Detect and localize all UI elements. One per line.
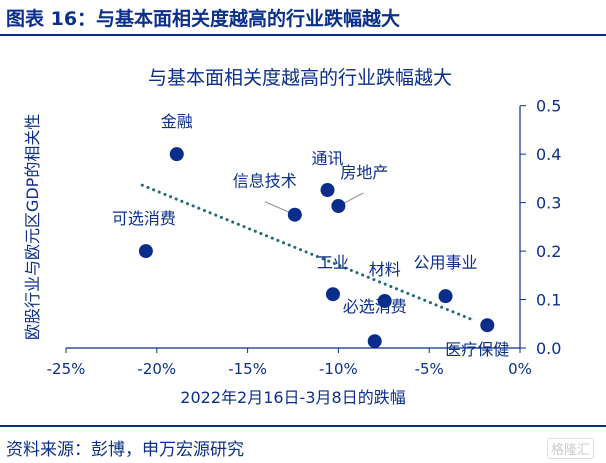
x-axis-label: 2022年2月16日-3月8日的跌幅 (180, 388, 405, 407)
trendline (140, 183, 475, 322)
y-tick-label: 0.1 (536, 291, 561, 310)
data-point (480, 318, 495, 333)
data-point (331, 199, 346, 214)
x-tick-label: -10% (319, 360, 358, 378)
point-label: 房地产 (340, 163, 388, 182)
point-label: 可选消费 (112, 209, 176, 228)
point-label: 工业 (317, 253, 349, 272)
y-tick-label: 0.3 (536, 194, 561, 213)
y-tick-label: 0.4 (536, 145, 561, 164)
y-tick-label: 0.5 (536, 97, 561, 116)
data-point (320, 183, 335, 198)
data-point (438, 289, 453, 304)
source-note: 资料来源：彭博，申万宏源研究 (6, 440, 244, 460)
data-point (169, 147, 184, 162)
x-tick-label: -25% (47, 360, 86, 378)
point-label: 金融 (161, 112, 193, 131)
y-axis-label: 欧股行业与欧元区GDP的相关性 (23, 114, 42, 340)
top-divider (0, 34, 606, 36)
x-tick-label: -15% (228, 360, 267, 378)
point-label: 医疗保健 (445, 340, 509, 359)
point-label: 材料 (369, 260, 401, 279)
bottom-divider (0, 425, 606, 427)
scatter-chart: 与基本面相关度越高的行业跌幅越大 -25% -20% -15% -10% -5% 0%0.0… (23, 67, 561, 407)
figure-title: 图表 16：与基本面相关度越高的行业跌幅越大 (6, 8, 401, 30)
y-tick-label: 0.2 (536, 242, 561, 261)
data-point (367, 334, 382, 349)
point-label: 信息技术 (233, 172, 297, 191)
y-tick-label: 0.0 (536, 339, 561, 358)
watermark-logo: 格隆汇 (546, 438, 594, 459)
point-label: 通讯 (311, 149, 343, 168)
point-label: 公用事业 (414, 253, 478, 272)
chart-title: 与基本面相关度越高的行业跌幅越大 (148, 67, 452, 89)
data-point (287, 207, 302, 222)
x-tick-label: 0% (508, 360, 532, 378)
point-label: 必选消费 (343, 297, 407, 316)
x-tick-label: -20% (137, 360, 176, 378)
data-point (325, 287, 340, 302)
data-point (138, 244, 153, 259)
x-tick-label: -5% (415, 360, 444, 378)
data-point (377, 293, 392, 308)
